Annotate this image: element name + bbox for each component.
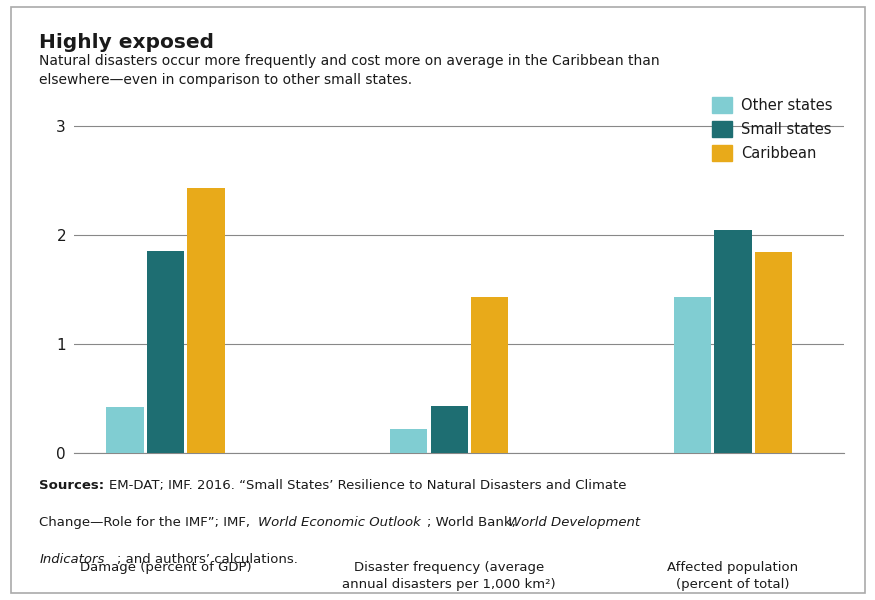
Bar [714, 230, 752, 453]
Bar [390, 429, 427, 453]
Text: Indicators: Indicators [39, 553, 105, 566]
Text: Natural disasters occur more frequently and cost more on average in the Caribbea: Natural disasters occur more frequently … [39, 54, 660, 68]
Text: Highly exposed: Highly exposed [39, 33, 214, 52]
Text: Affected population
(percent of total): Affected population (percent of total) [668, 561, 799, 591]
Text: Disaster frequency (average
annual disasters per 1,000 km²): Disaster frequency (average annual disas… [342, 561, 556, 591]
Bar [430, 406, 468, 453]
Bar [187, 188, 225, 453]
Bar [147, 251, 185, 453]
Text: Sources:: Sources: [39, 479, 104, 492]
Bar [107, 407, 144, 453]
Text: Damage (percent of GDP): Damage (percent of GDP) [80, 561, 251, 574]
Text: Change—Role for the IMF”; IMF,: Change—Role for the IMF”; IMF, [39, 516, 255, 529]
Bar [755, 252, 792, 453]
Text: World Development: World Development [507, 516, 640, 529]
Text: World Economic Outlook: World Economic Outlook [258, 516, 421, 529]
Bar [674, 297, 711, 453]
Bar [471, 297, 508, 453]
Text: ; World Bank,: ; World Bank, [427, 516, 521, 529]
Text: ; and authors’ calculations.: ; and authors’ calculations. [116, 553, 298, 566]
Text: elsewhere—even in comparison to other small states.: elsewhere—even in comparison to other sm… [39, 73, 412, 87]
Text: EM-DAT; IMF. 2016. “Small States’ Resilience to Natural Disasters and Climate: EM-DAT; IMF. 2016. “Small States’ Resili… [109, 479, 626, 492]
Legend: Other states, Small states, Caribbean: Other states, Small states, Caribbean [708, 93, 837, 166]
